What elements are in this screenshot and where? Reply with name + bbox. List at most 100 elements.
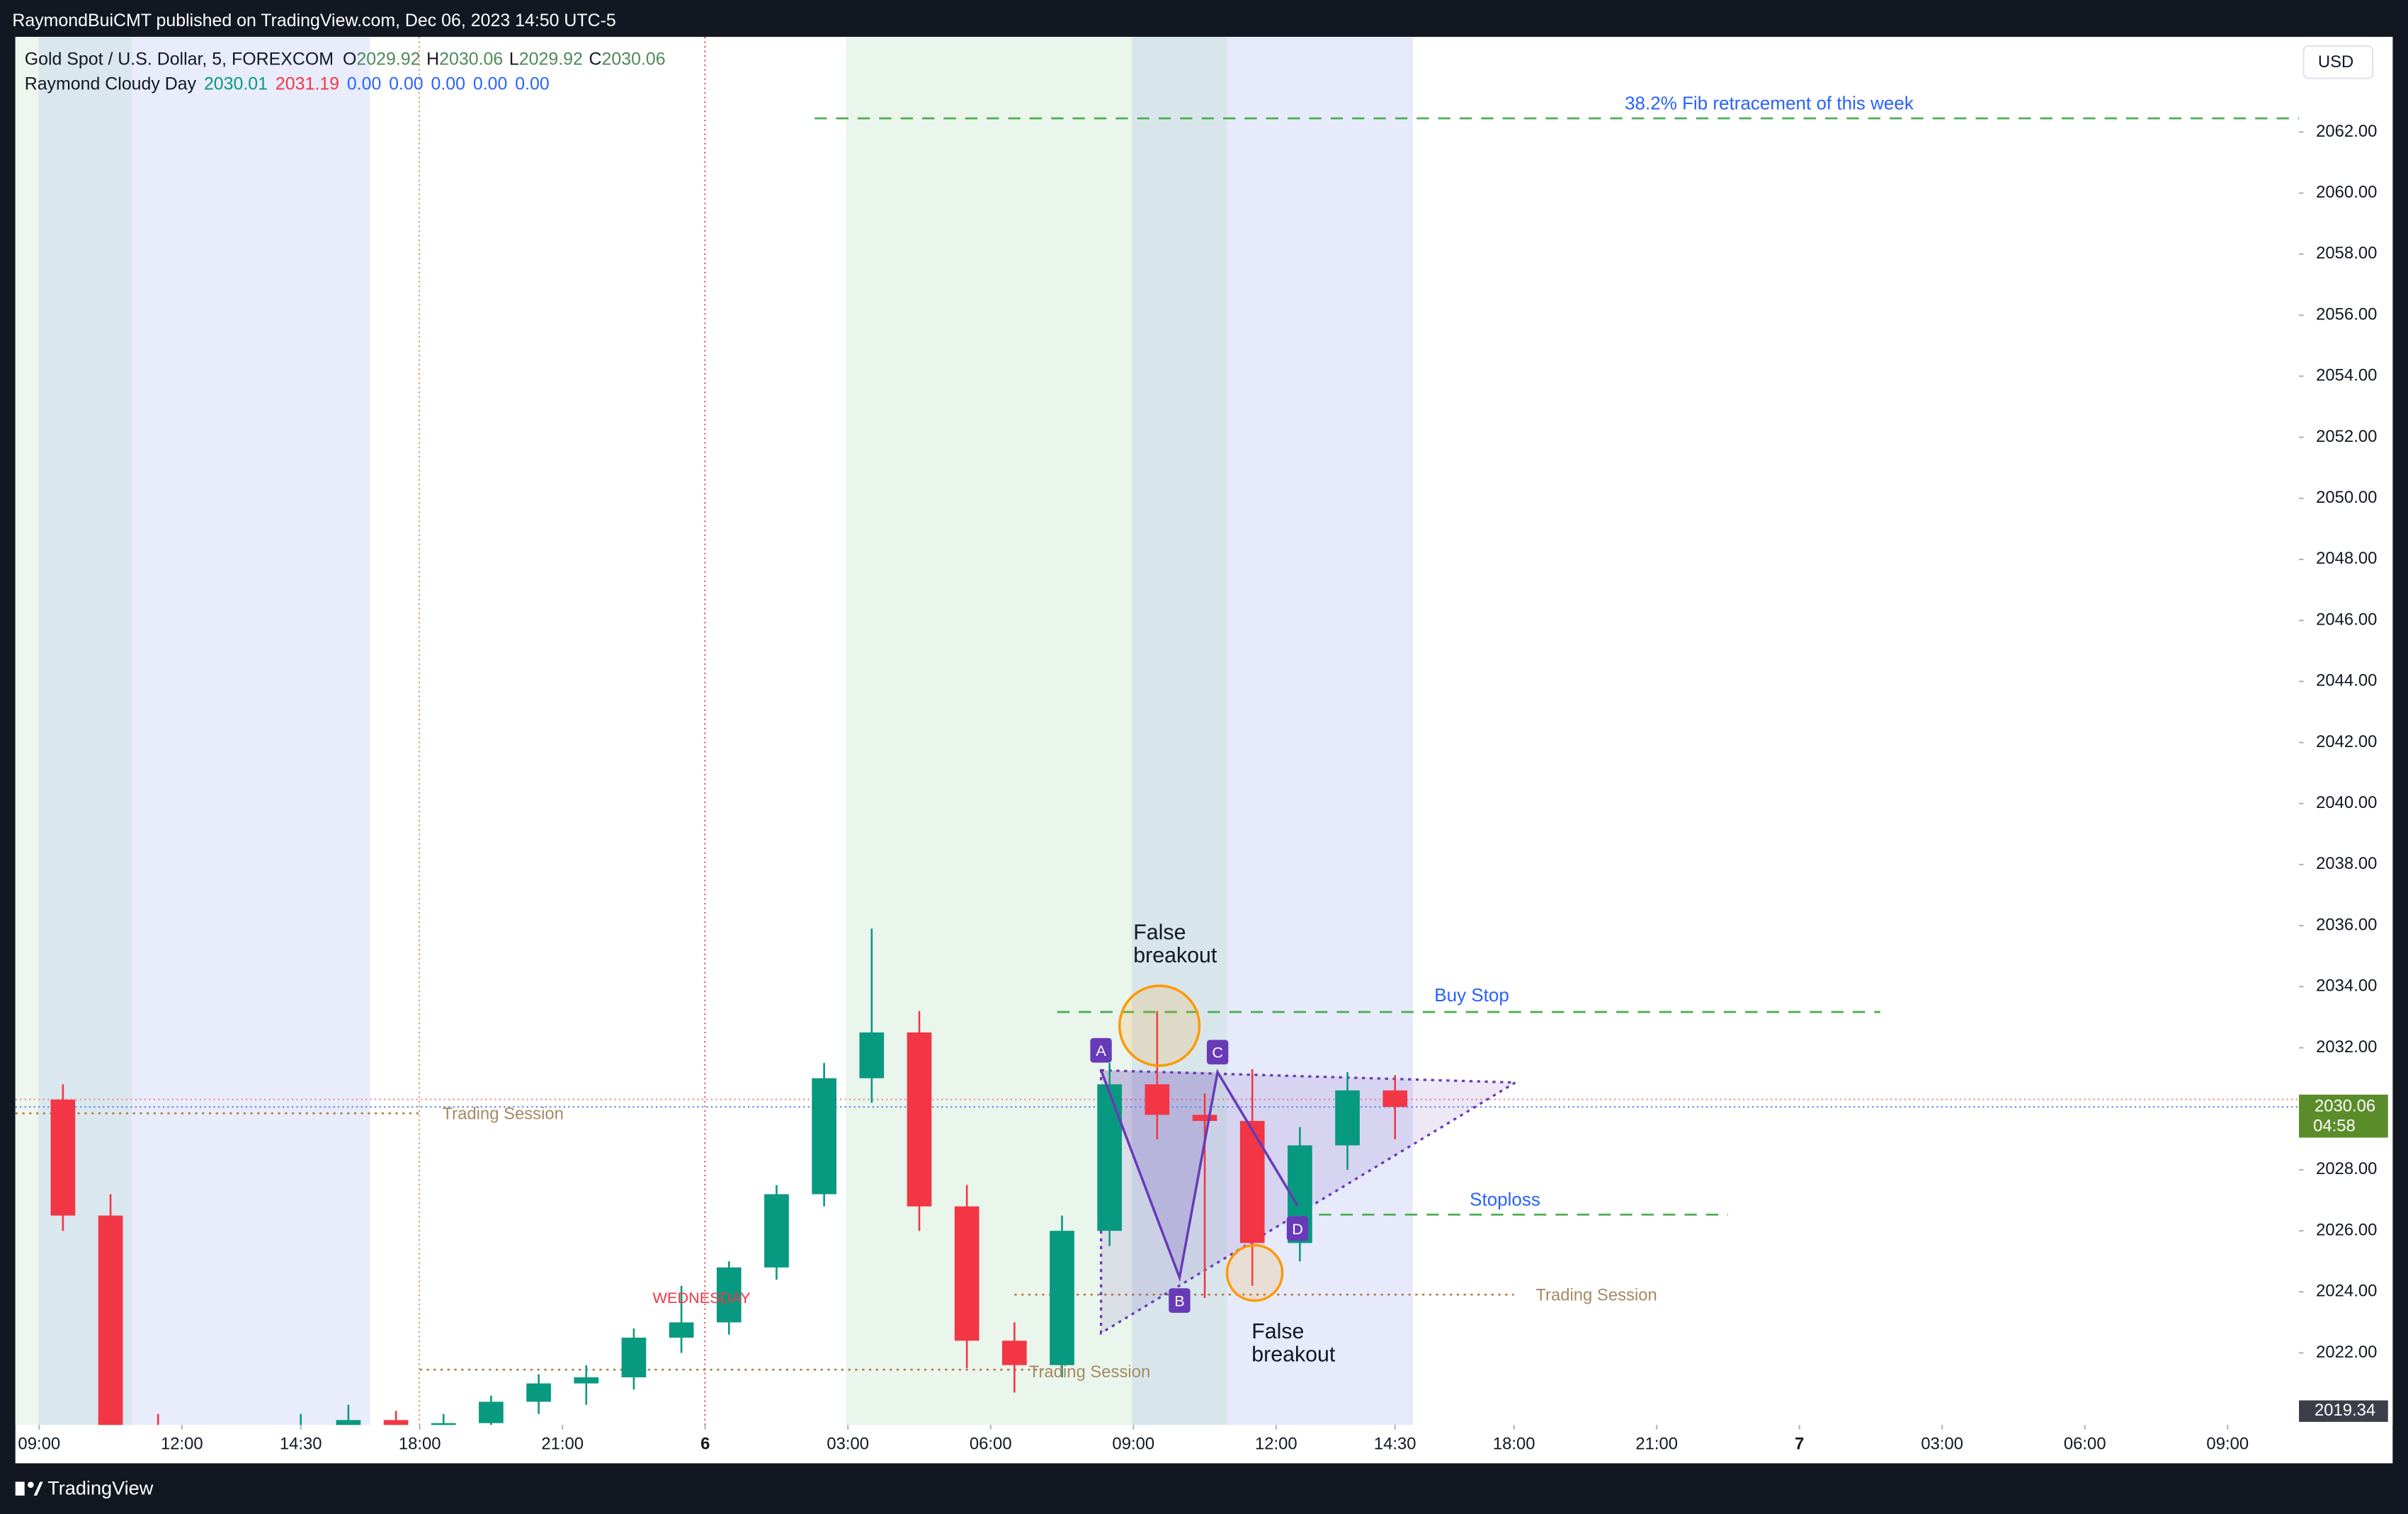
candle-body — [431, 1423, 456, 1425]
publisher: RaymondBuiCMT published on TradingView.c… — [12, 11, 615, 30]
symbol: Gold Spot / U.S. Dollar, 5, FOREXCOM — [25, 49, 334, 69]
pattern-label: B — [1174, 1292, 1184, 1309]
annotation: WEDNESDAY — [653, 1289, 751, 1307]
x-tick-label: 21:00 — [541, 1435, 584, 1454]
x-tick-label: 14:30 — [280, 1435, 322, 1454]
candle-body — [716, 1267, 742, 1323]
annotation: False — [1133, 921, 1186, 944]
y-tick-label: 2038.00 — [2316, 854, 2377, 873]
y-tick-label: 2046.00 — [2316, 610, 2377, 629]
y-tick-label: 2036.00 — [2316, 915, 2377, 934]
logo — [28, 1481, 34, 1489]
ohlc-label: L — [509, 49, 519, 69]
indicator-value: 0.00 — [431, 74, 466, 93]
candle-body — [526, 1383, 551, 1402]
readout: Gold Spot / U.S. Dollar, 5, FOREXCOM O202… — [25, 49, 666, 69]
indicator-value: 0.00 — [473, 74, 508, 93]
overlay: False breakout False breakout WEDNESDAY … — [25, 49, 1914, 1382]
candle-body — [336, 1420, 361, 1425]
candle-body — [50, 1099, 76, 1216]
candle-body — [479, 1401, 504, 1423]
currency[interactable]: USD — [2318, 52, 2353, 72]
band — [132, 37, 370, 1425]
indicator-name: Raymond Cloudy Day — [25, 74, 197, 93]
ohlc-label: H — [426, 49, 439, 69]
x-tick-label: 09:00 — [18, 1435, 60, 1454]
y-tick-label: 2034.00 — [2316, 977, 2377, 996]
x-tick-label: 09:00 — [2206, 1435, 2249, 1454]
low-badge — [2299, 1400, 2388, 1422]
pattern-label: D — [1292, 1220, 1303, 1238]
x-tick-label: 06:00 — [2064, 1435, 2106, 1454]
x-tick-label: 14:30 — [1374, 1435, 1416, 1454]
x-tick-label: 12:00 — [1255, 1435, 1297, 1454]
x-tick-label: 18:00 — [399, 1435, 441, 1454]
y-tick-label: 2024.00 — [2316, 1282, 2377, 1301]
band — [846, 37, 1132, 1425]
candle-body — [1001, 1341, 1027, 1365]
y-tick-label: 2022.00 — [2316, 1343, 2377, 1362]
y-tick-label: 2028.00 — [2316, 1159, 2377, 1178]
level-label: Trading Session — [1029, 1362, 1150, 1382]
candle-body — [621, 1337, 647, 1377]
y-tick-label: 2026.00 — [2316, 1220, 2377, 1239]
x-tick-label: 03:00 — [1921, 1435, 1963, 1454]
ohlc-value: 2030.06 — [602, 49, 666, 69]
x-tick-label: 21:00 — [1635, 1435, 1678, 1454]
y-tick-label: 2040.00 — [2316, 793, 2377, 812]
footer-brand: TradingView — [47, 1476, 154, 1498]
indicator-readout: Raymond Cloudy Day 2030.01 2031.19 0.00 0.00… — [25, 74, 550, 93]
annotation: breakout — [1251, 1343, 1336, 1367]
indicator-value: 0.00 — [515, 74, 550, 93]
x-tick-label: 12:00 — [161, 1435, 203, 1454]
band — [15, 37, 39, 1425]
price-axis — [2299, 37, 2393, 1425]
candle-body — [1192, 1115, 1217, 1121]
y-tick-label: 2042.00 — [2316, 732, 2377, 751]
y-tick-label: 2032.00 — [2316, 1037, 2377, 1057]
candle-body — [1145, 1084, 1170, 1115]
pattern-line — [1099, 1069, 1299, 1282]
y-tick-label: 2062.00 — [2316, 122, 2377, 141]
logo — [15, 1481, 25, 1496]
y-tick-label: 2048.00 — [2316, 549, 2377, 568]
candle-body — [669, 1322, 694, 1338]
candle-body — [1050, 1231, 1074, 1365]
currency-button[interactable] — [2302, 45, 2374, 79]
candle-body — [1335, 1090, 1360, 1146]
last-price-badge — [2299, 1094, 2388, 1138]
indicator-value: 0.00 — [347, 74, 382, 93]
level-label: Buy Stop — [1434, 984, 1509, 1006]
low-price: 2019.34 — [2315, 1401, 2375, 1420]
candle-body — [383, 1420, 409, 1425]
y-tick-label: 2050.00 — [2316, 488, 2377, 507]
pattern-label: C — [1212, 1044, 1223, 1061]
axes: 2022.002024.002026.002028.002030.002032.… — [18, 122, 2388, 1454]
ohlc-value: 2030.06 — [439, 49, 503, 69]
x-tick-label: 03:00 — [827, 1435, 869, 1454]
indicator-value: 0.00 — [389, 74, 424, 93]
candle-body — [1382, 1090, 1408, 1108]
level-label: Stoploss — [1470, 1189, 1540, 1210]
ohlc-value: 2029.92 — [356, 49, 420, 69]
level-label: Trading Session — [1535, 1285, 1657, 1304]
pattern-point — [1206, 1040, 1229, 1065]
pattern-label: A — [1096, 1042, 1106, 1059]
candle-body — [574, 1377, 599, 1384]
day-label: 7 — [1795, 1435, 1804, 1454]
countdown: 04:58 — [2313, 1117, 2356, 1136]
candle-body — [812, 1078, 836, 1195]
indicator-value: 2030.01 — [204, 74, 268, 93]
candle-body — [98, 1215, 123, 1425]
x-tick-label: 18:00 — [1493, 1435, 1535, 1454]
y-tick-label: 2044.00 — [2316, 671, 2377, 690]
y-tick-label: 2054.00 — [2316, 366, 2377, 385]
x-tick-label: 09:00 — [1112, 1435, 1154, 1454]
breakout-circle — [1225, 1243, 1284, 1302]
candle-body — [907, 1032, 932, 1207]
pattern-point — [1169, 1288, 1191, 1313]
y-tick-label: 2060.00 — [2316, 183, 2377, 202]
ohlc-value: 2029.92 — [519, 49, 583, 69]
